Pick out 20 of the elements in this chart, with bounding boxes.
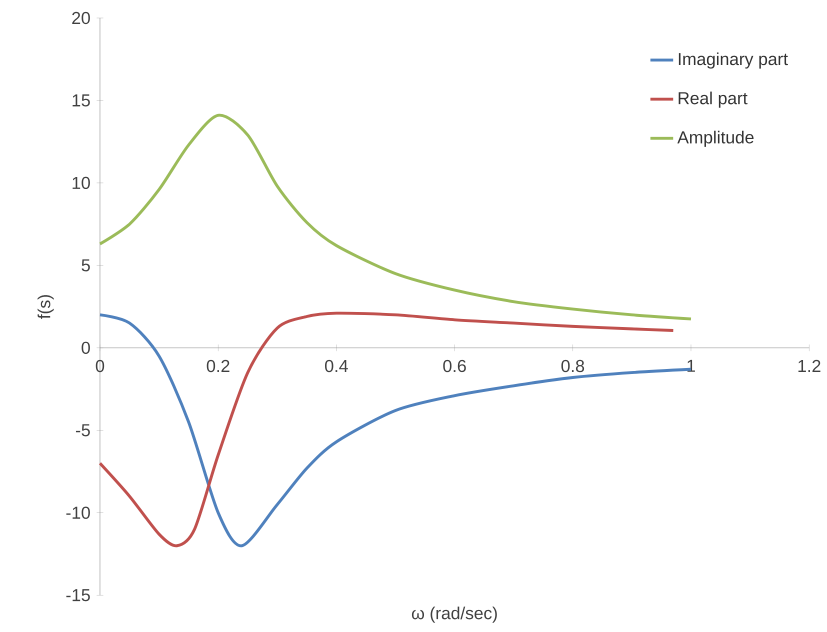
y-tick-label: 5 bbox=[82, 259, 90, 272]
y-axis-title: f(s) bbox=[38, 295, 54, 319]
legend-label: Imaginary part bbox=[678, 52, 788, 69]
y-tick-label: -5 bbox=[76, 424, 90, 436]
y-tick-label: 10 bbox=[72, 176, 90, 190]
y-tick-label: 0 bbox=[82, 342, 90, 354]
y-tick-label: -10 bbox=[66, 506, 90, 519]
x-tick-label: 0.2 bbox=[206, 360, 230, 372]
x-tick-label: 0.8 bbox=[561, 360, 584, 372]
y-tick-label: -15 bbox=[66, 589, 90, 602]
legend-label: Real part bbox=[678, 92, 748, 108]
x-tick-label: 1 bbox=[687, 360, 695, 372]
x-axis-title: ω (rad/sec) bbox=[412, 606, 497, 623]
x-tick-label: 0.6 bbox=[443, 360, 466, 372]
x-tick-label: 0 bbox=[96, 360, 104, 372]
legend-label: Amplitude bbox=[677, 130, 754, 147]
x-tick-label: 0.4 bbox=[325, 360, 348, 372]
x-tick-label: 1.2 bbox=[798, 360, 820, 372]
y-tick-label: 15 bbox=[72, 94, 90, 107]
y-tick-label: 20 bbox=[72, 12, 90, 24]
